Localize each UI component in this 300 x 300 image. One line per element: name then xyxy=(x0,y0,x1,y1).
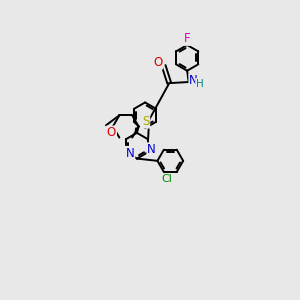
Text: O: O xyxy=(153,56,162,69)
Text: N: N xyxy=(126,147,134,160)
Text: N: N xyxy=(189,74,198,87)
Text: F: F xyxy=(184,32,190,45)
Text: Cl: Cl xyxy=(161,174,172,184)
Text: O: O xyxy=(107,127,116,140)
Text: N: N xyxy=(147,143,156,156)
Text: S: S xyxy=(142,115,149,128)
Text: H: H xyxy=(196,79,204,89)
